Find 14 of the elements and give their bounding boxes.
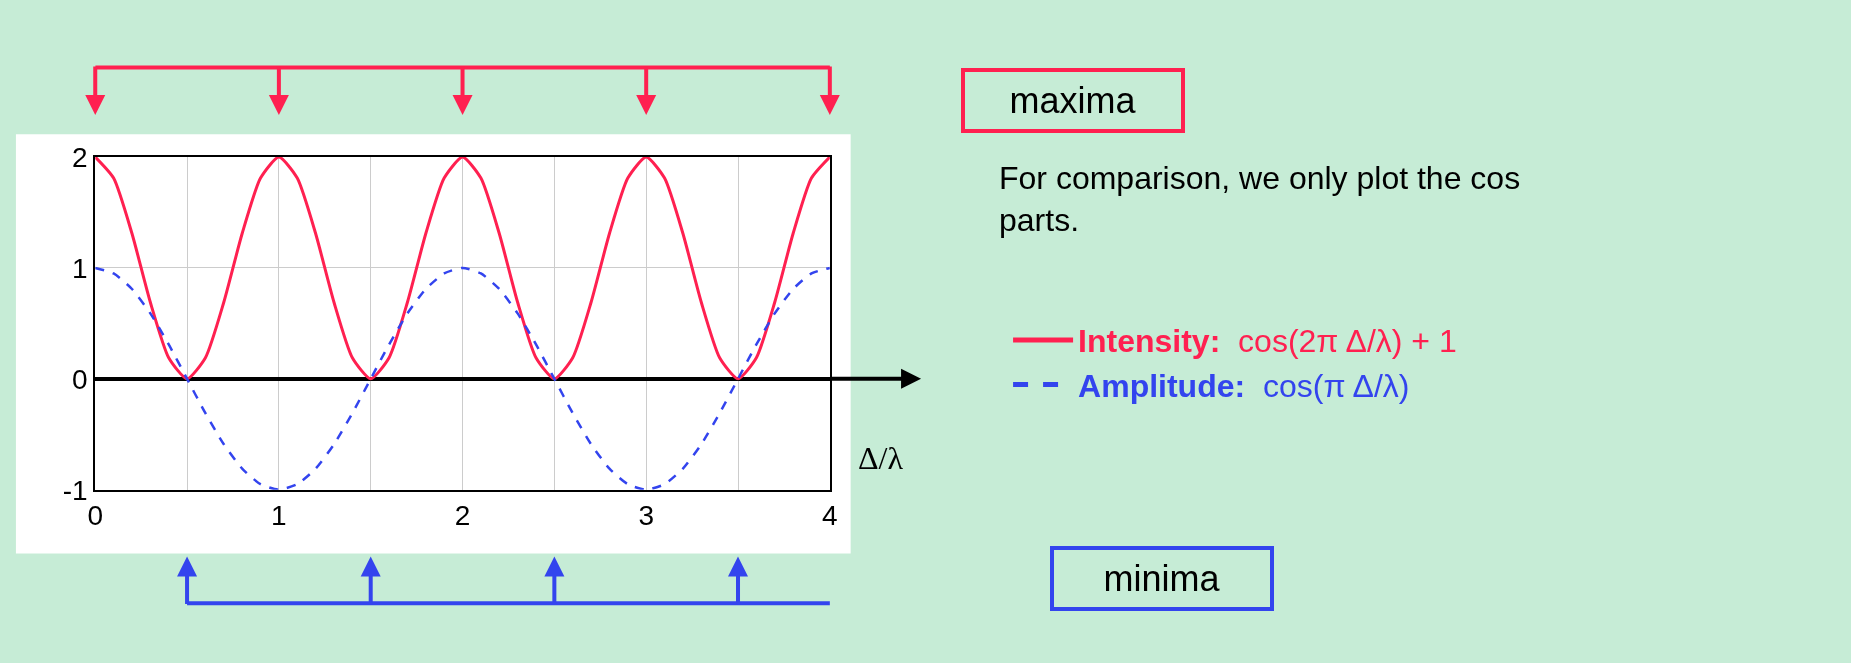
x-tick-label: 4 — [822, 500, 838, 532]
x-tick-label: 1 — [271, 500, 287, 532]
text: For comparison, we only plot the cos parts. — [999, 160, 1521, 238]
text: minima — [1103, 558, 1221, 599]
x-axis-title: Δ/λ — [858, 440, 904, 476]
text: maxima — [1009, 80, 1137, 121]
y-tick-label: 0 — [72, 363, 88, 395]
legend-label: Amplitude: cos(π Δ/λ) — [1078, 367, 1410, 404]
x-tick-label: 2 — [454, 500, 471, 532]
y-tick-label: 1 — [72, 252, 88, 284]
y-tick-label: -1 — [62, 474, 88, 506]
legend-label: Intensity: cos(2π Δ/λ) + 1 — [1078, 323, 1457, 360]
x-tick-label: 3 — [638, 500, 654, 532]
y-tick-label: 2 — [72, 141, 88, 173]
